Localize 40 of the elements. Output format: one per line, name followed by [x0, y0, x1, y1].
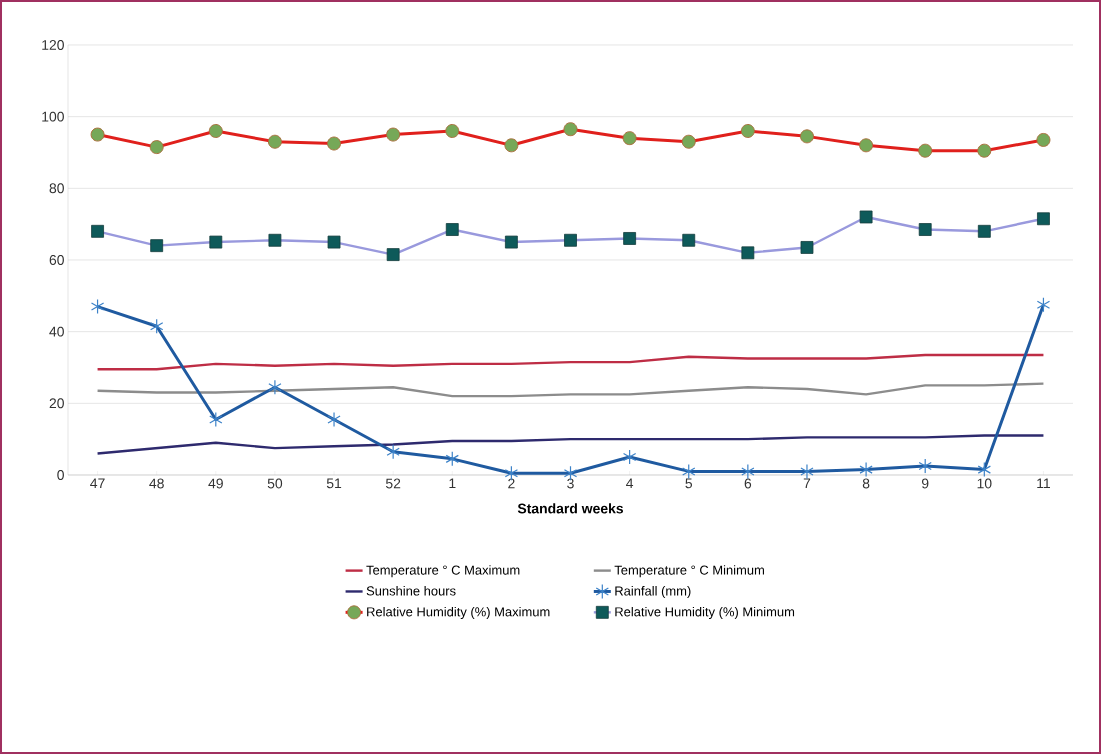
x-tick-label: 47 — [90, 478, 105, 489]
y-tick-label: 100 — [42, 111, 64, 122]
point — [327, 411, 341, 428]
legend-label: Temperature ° C Minimum — [614, 565, 764, 578]
legend-label: Sunshine hours — [366, 586, 456, 596]
x-tick-label: 49 — [208, 478, 223, 489]
point — [209, 411, 223, 428]
x-tick-label: 48 — [149, 478, 164, 489]
x-tick-label: 51 — [326, 478, 342, 489]
point — [150, 318, 164, 334]
legend-label: Relative Humidity (%) Minimum — [615, 606, 795, 619]
x-tick-label: 8 — [862, 478, 870, 489]
y-tick-label: 120 — [42, 40, 64, 50]
y-tick-label: 80 — [49, 183, 64, 194]
point — [1036, 297, 1051, 313]
x-tick-label: 1 — [449, 478, 456, 489]
x-tick-label: 52 — [385, 478, 401, 489]
y-tick-label: 60 — [49, 255, 64, 265]
point — [622, 449, 637, 465]
x-axis-title: Standard weeks — [517, 503, 624, 514]
legend-label: Temperature ° C Maximum — [366, 565, 520, 578]
point — [90, 298, 105, 315]
x-tick-label: 9 — [921, 478, 929, 489]
x-tick-label: 11 — [1037, 478, 1050, 489]
y-tick-label: 40 — [49, 326, 64, 337]
x-tick-label: 4 — [626, 478, 634, 489]
x-tick-label: 7 — [803, 478, 811, 489]
legend-label: Rainfall (mm) — [615, 586, 691, 599]
x-tick-label: 10 — [977, 478, 992, 489]
x-tick-label: 6 — [744, 478, 752, 489]
point — [268, 379, 282, 395]
point — [386, 444, 400, 460]
x-tick-label: 2 — [508, 478, 515, 489]
x-tick-label: 5 — [685, 478, 693, 489]
x-tick-label: 3 — [567, 478, 574, 489]
x-tick-label: 50 — [267, 478, 283, 489]
point — [445, 451, 459, 467]
y-tick-label: 0 — [57, 470, 64, 480]
y-tick-label: 20 — [49, 398, 64, 409]
legend-label: Relative Humidity (%) Maximum — [367, 606, 550, 619]
